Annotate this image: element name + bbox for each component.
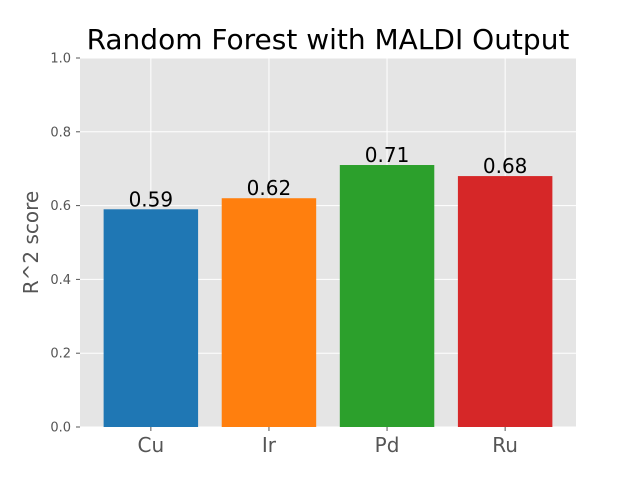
x-axis-ticks: Cu Ir Pd Ru	[138, 427, 518, 457]
y-tick-label: 0.4	[50, 273, 71, 288]
y-axis-label: R^2 score	[19, 191, 43, 294]
bar-ru	[457, 176, 553, 427]
data-labels: 0.59 0.62 0.71 0.68	[129, 143, 528, 211]
y-tick-label: 0.8	[50, 125, 71, 140]
data-label-ir: 0.62	[247, 176, 292, 200]
chart-title: Random Forest with MALDI Output	[87, 23, 570, 56]
data-label-cu: 0.59	[129, 187, 174, 211]
data-label-ru: 0.68	[483, 154, 528, 178]
x-tick-label-cu: Cu	[138, 433, 165, 457]
y-axis-ticks: 0.0 0.2 0.4 0.6 0.8 1.0	[50, 52, 80, 436]
x-tick-label-ru: Ru	[492, 433, 518, 457]
bars	[103, 165, 553, 427]
bar-cu	[103, 209, 199, 427]
data-label-pd: 0.71	[365, 143, 410, 167]
bar-ir	[221, 198, 317, 427]
y-tick-label: 0.2	[50, 347, 71, 362]
y-tick-label: 1.0	[50, 52, 71, 67]
bar-pd	[339, 165, 435, 427]
y-tick-label: 0.0	[50, 421, 71, 436]
x-tick-label-ir: Ir	[262, 433, 277, 457]
y-tick-label: 0.6	[50, 199, 71, 214]
x-tick-label-pd: Pd	[375, 433, 400, 457]
